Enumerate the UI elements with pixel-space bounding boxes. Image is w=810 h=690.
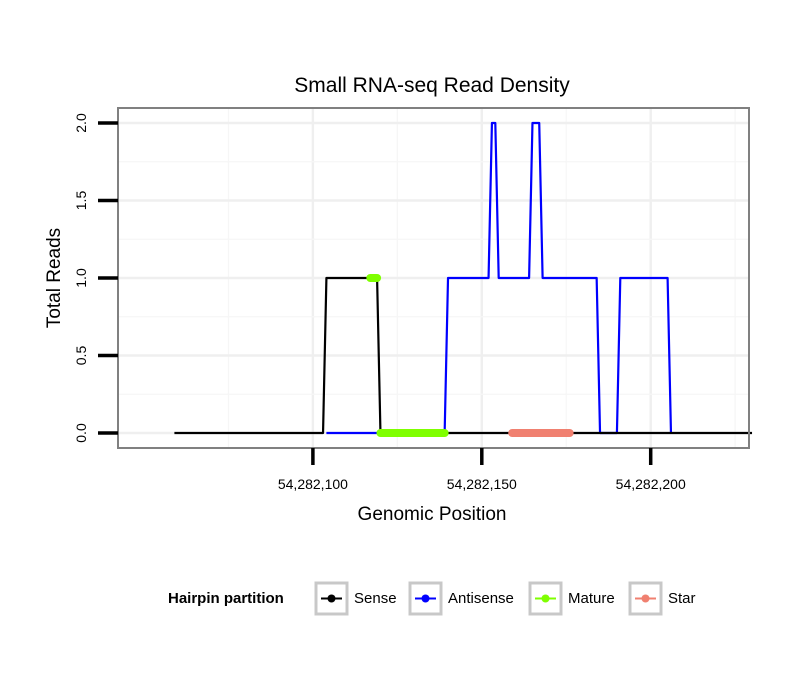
x-tick-label: 54,282,150	[447, 476, 517, 492]
x-tick-label: 54,282,100	[278, 476, 348, 492]
legend-key-point	[541, 594, 550, 603]
series-layer	[174, 121, 753, 437]
plot-area	[117, 107, 753, 449]
legend-item-sense: Sense	[314, 581, 397, 616]
legend-title: Hairpin partition	[168, 590, 284, 607]
legend: Hairpin partition Sense Antisense Mature St…	[168, 581, 696, 616]
legend-label: Sense	[354, 590, 397, 607]
legend-item-star: Star	[628, 581, 696, 616]
y-axis-label: Total Reads	[44, 228, 65, 328]
y-tick-label: 2.0	[73, 113, 89, 133]
x-tick-label: 54,282,200	[616, 476, 686, 492]
y-axis: 0.0 0.5 1.0 1.5 2.0	[73, 113, 118, 443]
legend-key-point	[327, 594, 336, 603]
y-tick-label: 1.0	[73, 268, 89, 288]
legend-key-point	[641, 594, 650, 603]
x-axis: 54,282,100 54,282,150 54,282,200	[278, 448, 686, 492]
legend-item-antisense: Antisense	[408, 581, 514, 616]
legend-label: Star	[668, 590, 696, 607]
legend-label: Mature	[568, 590, 615, 607]
y-tick-label: 0.0	[73, 423, 89, 443]
x-axis-label: Genomic Position	[358, 504, 507, 525]
legend-item-mature: Mature	[528, 581, 615, 616]
y-tick-label: 1.5	[73, 191, 89, 211]
legend-key-point	[421, 594, 430, 603]
legend-label: Antisense	[448, 590, 514, 607]
y-tick-label: 0.5	[73, 346, 89, 366]
chart-title: Small RNA-seq Read Density	[294, 74, 570, 97]
